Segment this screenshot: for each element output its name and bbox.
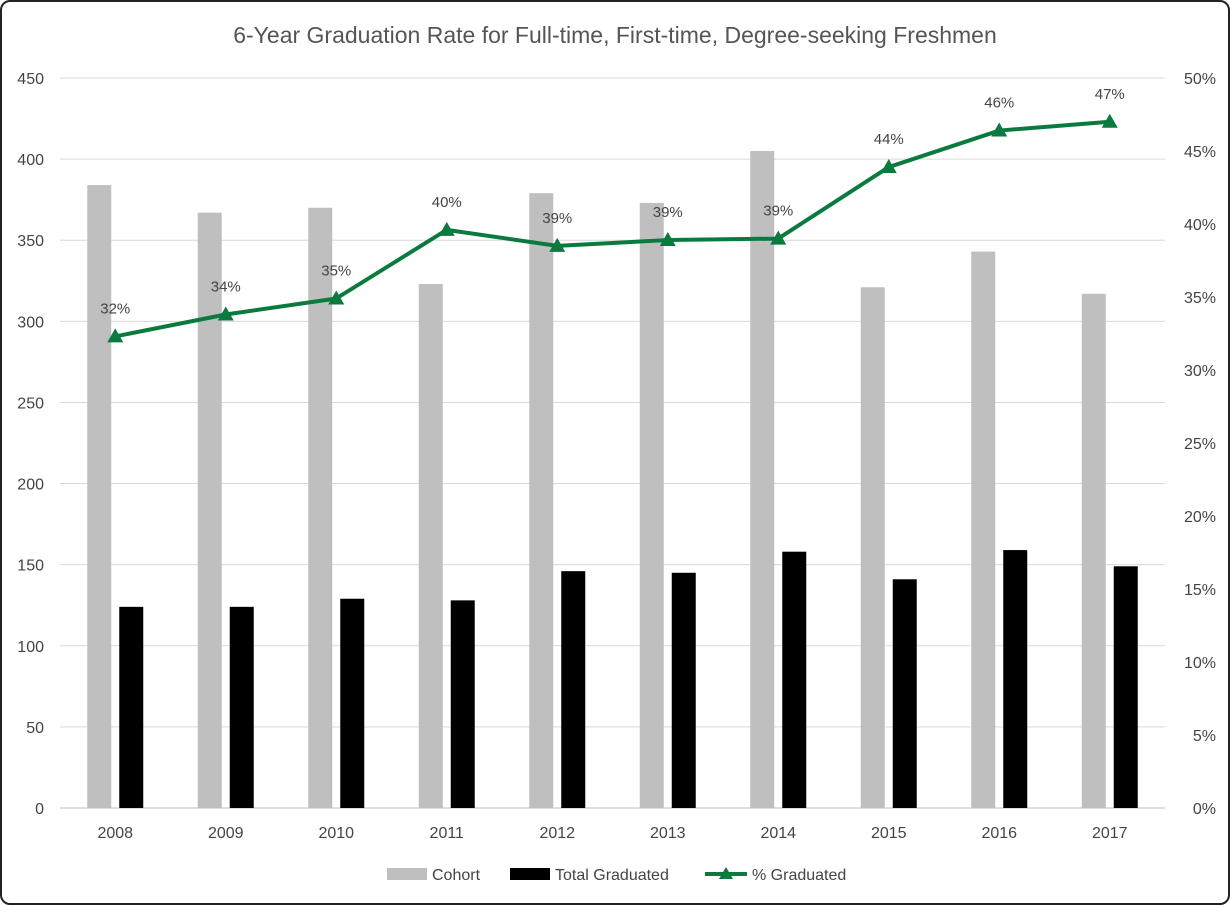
legend-label: Total Graduated (555, 867, 669, 884)
triangle-marker (770, 230, 787, 245)
data-label: 32% (100, 300, 130, 317)
y-left-tick-label: 300 (17, 314, 44, 331)
legend-label: % Graduated (752, 867, 846, 884)
y-right-tick-label: 20% (1184, 509, 1216, 526)
y-left-tick-label: 250 (17, 395, 44, 412)
y-right-tick-label: 40% (1184, 217, 1216, 234)
data-label: 35% (321, 262, 351, 279)
bar-total-graduated (450, 600, 475, 808)
bar-cohort (639, 202, 664, 808)
x-tick-label: 2015 (871, 825, 907, 842)
triangle-marker (328, 290, 345, 305)
y-right-tick-label: 45% (1184, 144, 1216, 161)
y-right-tick-label: 5% (1193, 728, 1216, 745)
y-left-tick-label: 100 (17, 639, 44, 656)
gridlines (60, 77, 1165, 809)
y-axis-left: 0 50 100 150 200 250 300 350 400 450 (17, 71, 44, 818)
x-tick-label: 2013 (650, 825, 686, 842)
triangle-marker (549, 237, 566, 252)
legend: Cohort Total Graduated % Graduated (387, 867, 846, 884)
y-right-tick-label: 0% (1193, 801, 1216, 818)
legend-swatch (387, 868, 427, 880)
chart-title: 6-Year Graduation Rate for Full-time, Fi… (233, 22, 997, 48)
bar-cohort (418, 284, 443, 808)
x-tick-label: 2012 (539, 825, 575, 842)
legend-marker (719, 867, 733, 879)
x-tick-label: 2010 (318, 825, 354, 842)
y-right-tick-label: 10% (1184, 655, 1216, 672)
bar-total-graduated (892, 579, 917, 808)
bar-cohort (860, 287, 885, 808)
bar-cohort (750, 151, 775, 808)
triangle-marker (1101, 113, 1118, 128)
data-label: 46% (984, 95, 1014, 112)
y-left-tick-label: 0 (35, 801, 44, 818)
y-right-tick-label: 25% (1184, 436, 1216, 453)
y-left-tick-label: 200 (17, 477, 44, 494)
x-tick-label: 2016 (981, 825, 1017, 842)
legend-swatch (510, 868, 550, 880)
y-left-tick-label: 450 (17, 71, 44, 88)
data-label: 39% (653, 204, 683, 221)
y-right-tick-label: 30% (1184, 363, 1216, 380)
bar-total-graduated (119, 606, 144, 808)
x-tick-label: 2011 (430, 825, 465, 842)
x-tick-label: 2008 (97, 825, 133, 842)
bar-cohort (308, 207, 333, 808)
triangle-marker (991, 122, 1008, 137)
y-right-tick-label: 35% (1184, 290, 1216, 307)
y-axis-right: 0% 5% 10% 15% 20% 25% 30% 35% 40% 45% 50% (1184, 71, 1216, 818)
x-axis: 2008 2009 2010 2011 2012 2013 2014 2015 2016 2017 (97, 825, 1127, 842)
bar-total-graduated (229, 606, 254, 808)
data-label: 34% (211, 279, 241, 296)
bar-cohort (529, 193, 554, 808)
triangle-marker (880, 159, 897, 174)
x-tick-label: 2009 (208, 825, 244, 842)
triangle-marker (217, 306, 234, 321)
triangle-marker (438, 221, 455, 236)
y-left-tick-label: 150 (17, 558, 44, 575)
bar-cohort (971, 251, 996, 809)
bar-cohort (87, 185, 112, 809)
triangle-marker (107, 328, 124, 343)
x-tick-label: 2017 (1092, 825, 1128, 842)
y-left-tick-label: 400 (17, 152, 44, 169)
bar-total-graduated (1003, 550, 1028, 808)
triangle-marker (659, 232, 676, 247)
bar-total-graduated (561, 571, 586, 808)
data-label: 39% (763, 203, 793, 220)
bar-cohort (197, 212, 222, 809)
bar-total-graduated (1113, 566, 1138, 808)
x-tick-label: 2014 (760, 825, 796, 842)
y-left-tick-label: 350 (17, 233, 44, 250)
data-label: 40% (432, 194, 462, 211)
y-right-tick-label: 15% (1184, 582, 1216, 599)
bar-total-graduated (671, 572, 696, 808)
line-series: 32% 34% 35% 40% 39% 39% 39% 44% 46% 47% (100, 86, 1125, 343)
bar-cohort (1081, 293, 1106, 808)
line-path (114, 119, 1110, 339)
y-right-tick-label: 50% (1184, 71, 1216, 88)
bar-series (87, 151, 1138, 809)
y-left-tick-label: 50 (26, 720, 44, 737)
data-label: 39% (542, 210, 572, 227)
legend-label: Cohort (432, 867, 481, 884)
data-label: 44% (874, 131, 904, 148)
bar-total-graduated (340, 598, 365, 808)
bar-total-graduated (782, 551, 807, 808)
data-label: 47% (1095, 86, 1125, 103)
